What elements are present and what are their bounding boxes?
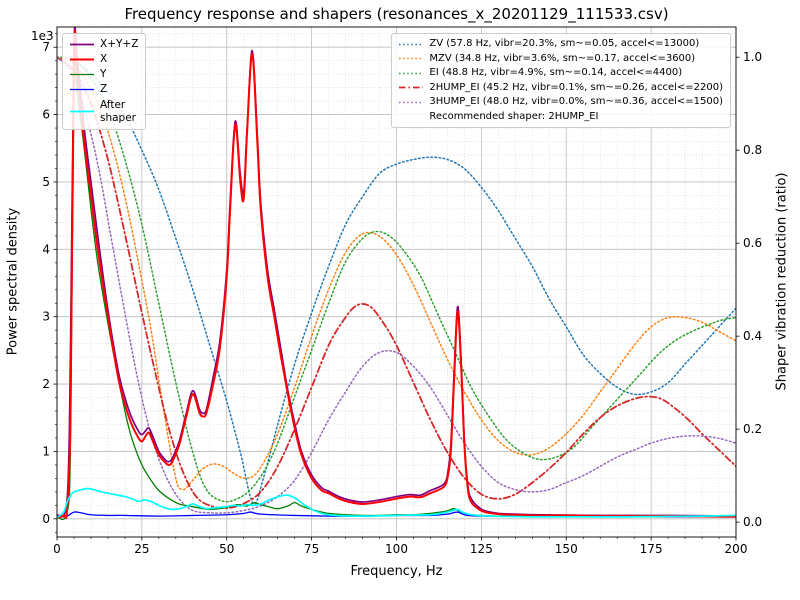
x-tick-label: 125 xyxy=(470,542,493,556)
x-tick-label: 75 xyxy=(304,542,319,556)
plot-border xyxy=(56,26,737,538)
legend-label: ZV (57.8 Hz, vibr=20.3%, sm~=0.05, accel… xyxy=(429,38,700,49)
left-y-tick-label: 1 xyxy=(42,444,50,458)
left-y-tick-label: 7 xyxy=(42,40,50,54)
right-y-tick-label: 0.2 xyxy=(743,422,762,436)
legend-item-z: Z xyxy=(69,83,138,96)
zv-line-sample-icon xyxy=(399,43,424,45)
legend-item-3hump-ei: 3HUMP_EI (48.0 Hz, vibr=0.0%, sm~=0.36, … xyxy=(398,96,723,109)
legend-label: X xyxy=(100,53,108,66)
recommended-shaper-text: Recommended shaper: 2HUMP_EI xyxy=(429,110,599,122)
x-tick-label: 0 xyxy=(53,542,61,556)
left-y-tick-label: 3 xyxy=(42,310,50,324)
measurement-legend: X+Y+Z X Y Z After shaper xyxy=(62,33,147,130)
legend-item-zv: ZV (57.8 Hz, vibr=20.3%, sm~=0.05, accel… xyxy=(398,38,723,51)
legend-label: X+Y+Z xyxy=(100,38,139,50)
x-line-sample-icon xyxy=(70,58,94,61)
recommended-shaper-note: Recommended shaper: 2HUMP_EI xyxy=(398,111,723,124)
legend-label: Z xyxy=(100,83,108,96)
series-2HUMP_EI xyxy=(57,56,736,510)
after-shaper-line-sample-icon xyxy=(70,110,94,113)
series-After shaper xyxy=(57,487,736,519)
legend-item-after-shaper: After shaper xyxy=(69,99,138,125)
legend-label: MZV (34.8 Hz, vibr=3.6%, sm~=0.17, accel… xyxy=(429,52,696,64)
legend-item-ei: EI (48.8 Hz, vibr=4.9%, sm~=0.14, accel<… xyxy=(398,67,723,80)
series-MZV xyxy=(57,56,736,491)
right-y-tick-label: 1.0 xyxy=(743,50,762,64)
right-y-tick-label: 0.4 xyxy=(743,329,762,343)
sum-line-sample-icon xyxy=(70,43,94,46)
left-y-tick-label: 4 xyxy=(42,242,50,256)
legend-item-mzv: MZV (34.8 Hz, vibr=3.6%, sm~=0.17, accel… xyxy=(398,53,723,66)
left-y-tick-label: 5 xyxy=(42,175,50,189)
right-y-tick-label: 0.8 xyxy=(743,143,762,157)
y-axis-multiplier: 1e3 xyxy=(31,29,54,43)
legend-label: After shaper xyxy=(100,98,137,124)
series-ZV xyxy=(57,56,736,505)
shaper-legend: ZV (57.8 Hz, vibr=20.3%, sm~=0.05, accel… xyxy=(391,33,731,128)
left-y-axis-label: Power spectral density xyxy=(5,207,21,356)
legend-item-x: X xyxy=(69,53,138,66)
z-line-sample-icon xyxy=(70,89,94,91)
legend-label: EI (48.8 Hz, vibr=4.9%, sm~=0.14, accel<… xyxy=(429,67,683,78)
3hump-ei-line-sample-icon xyxy=(399,101,424,103)
legend-item-sum: X+Y+Z xyxy=(69,38,138,51)
legend-item-2hump-ei: 2HUMP_EI (45.2 Hz, vibr=0.1%, sm~=0.26, … xyxy=(398,82,723,95)
x-tick-label: 50 xyxy=(219,542,234,556)
legend-label: 2HUMP_EI (45.2 Hz, vibr=0.1%, sm~=0.26, … xyxy=(429,81,723,93)
y-line-sample-icon xyxy=(70,74,94,76)
x-tick-label: 200 xyxy=(725,542,748,556)
chart-title: Frequency response and shapers (resonanc… xyxy=(124,5,669,23)
legend-label: 3HUMP_EI (48.0 Hz, vibr=0.0%, sm~=0.36, … xyxy=(429,96,723,107)
series-X xyxy=(57,29,736,520)
mzv-line-sample-icon xyxy=(399,58,424,60)
right-y-tick-label: 0.6 xyxy=(743,236,762,250)
x-tick-label: 150 xyxy=(555,542,578,556)
legend-label: Y xyxy=(100,68,107,81)
x-tick-label: 25 xyxy=(134,542,149,556)
right-y-axis-label: Shaper vibration reduction (ratio) xyxy=(774,172,790,391)
x-tick-label: 175 xyxy=(640,542,663,556)
ei-line-sample-icon xyxy=(399,72,424,74)
right-y-tick-label: 0.0 xyxy=(743,515,762,529)
2hump-ei-line-sample-icon xyxy=(399,86,424,89)
x-axis-label: Frequency, Hz xyxy=(350,564,443,579)
legend-item-y: Y xyxy=(69,68,138,81)
left-y-tick-label: 2 xyxy=(42,377,50,391)
series-EI xyxy=(57,56,736,503)
left-y-tick-label: 6 xyxy=(42,108,50,122)
x-tick-label: 100 xyxy=(385,542,408,556)
left-y-tick-label: 0 xyxy=(42,512,50,526)
